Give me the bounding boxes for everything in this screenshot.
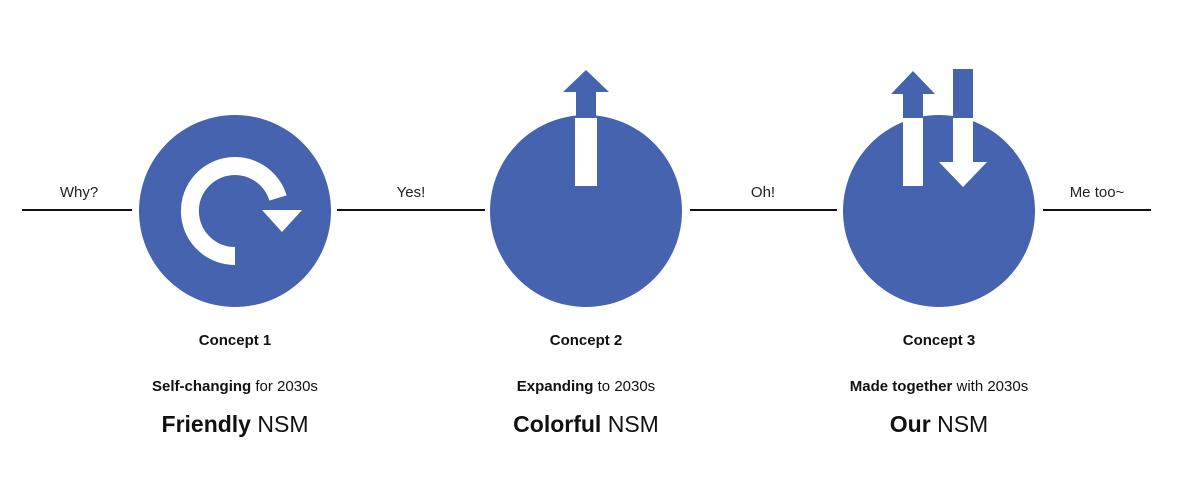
concept-3-title: Concept 3 [902, 332, 976, 349]
concept-3-name-rest: NSM [930, 411, 989, 437]
connector-label-me-too: Me too~ [1069, 184, 1125, 201]
connector-label-oh: Oh! [750, 184, 776, 201]
concept-3-circle [843, 115, 1035, 307]
concept-2-name-rest: NSM [601, 411, 659, 437]
concept-2-name: Colorful NSM [421, 411, 751, 438]
refresh-icon [180, 157, 302, 265]
concept-1-circle [139, 115, 331, 307]
concept-2-name-bold: Colorful [513, 411, 602, 437]
concept-2-tagline-bold: Expanding [516, 378, 594, 395]
concept-2-tagline: Expanding to 2030s [421, 378, 751, 395]
concept-1-name-rest: NSM [250, 411, 309, 437]
concept-3-tagline-rest: with 2030s [952, 378, 1029, 395]
up-arrow-icon [563, 70, 609, 186]
concept-2-tagline-rest: to 2030s [593, 378, 656, 395]
concept-1-tagline-rest: for 2030s [251, 378, 318, 395]
concept-3-name: Our NSM [774, 411, 1104, 438]
concept-1-name: Friendly NSM [70, 411, 400, 438]
connector-label-yes: Yes! [396, 184, 426, 201]
concept-1-node [139, 115, 331, 307]
up-down-arrows-icon [891, 69, 987, 187]
concept-3-tagline: Made together with 2030s [774, 378, 1104, 395]
concept-1-tagline-bold: Self-changing [152, 378, 252, 395]
concept-2-circle [490, 115, 682, 307]
concept-3-name-bold: Our [889, 411, 931, 437]
concept-2-node [490, 70, 682, 307]
concept-1-tagline: Self-changing for 2030s [70, 378, 400, 395]
concept-1-name-bold: Friendly [161, 411, 251, 437]
concept-1-title: Concept 1 [198, 332, 272, 349]
concept-2-title: Concept 2 [549, 332, 623, 349]
concept-3-node [843, 69, 1035, 307]
concept-3-tagline-bold: Made together [849, 378, 953, 395]
connector-label-why: Why? [59, 184, 99, 201]
